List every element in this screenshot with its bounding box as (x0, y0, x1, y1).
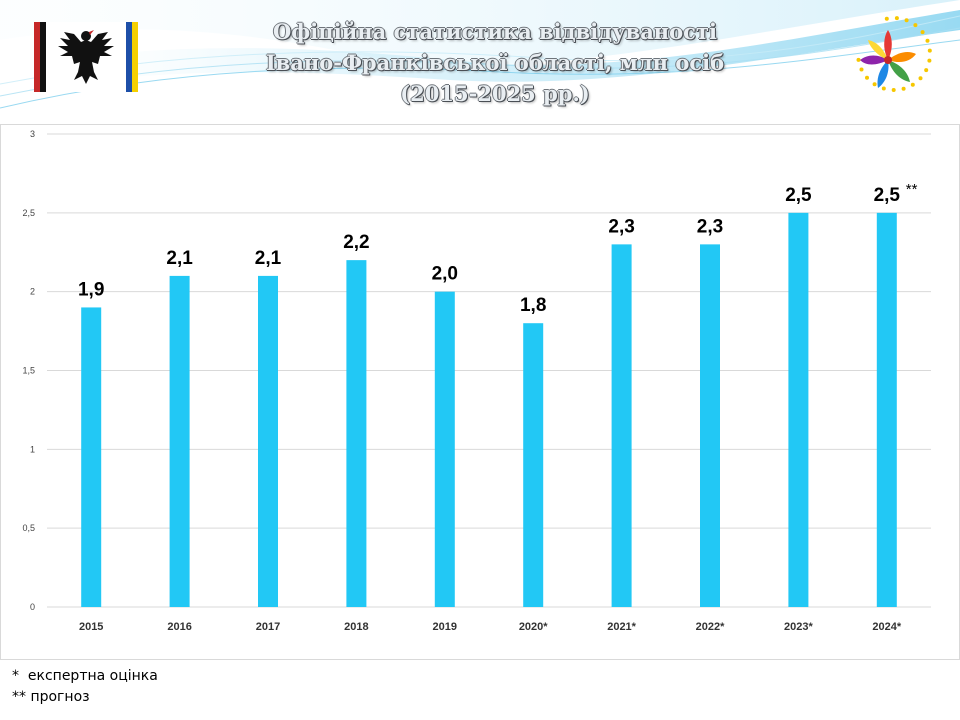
footnotes: * експертна оцінка ** прогноз (12, 666, 158, 708)
forecast-note-label: ** (906, 181, 918, 198)
y-tick-label: 2,5 (22, 208, 35, 218)
bar (258, 275, 278, 607)
data-label: 2,0 (432, 264, 458, 285)
footnote-forecast: ** прогноз (12, 689, 90, 705)
logo-star (881, 86, 886, 91)
footnote-expert-estimate: * експертна оцінка (12, 668, 158, 684)
logo-star (920, 30, 925, 35)
logo-star (859, 67, 864, 72)
x-tick-label: 2019 (433, 621, 457, 633)
x-tick-label: 2020* (519, 621, 548, 633)
y-tick-label: 3 (30, 129, 35, 139)
data-label: 2,2 (343, 232, 369, 253)
y-tick-label: 1 (30, 444, 35, 454)
x-tick-label: 2024* (872, 621, 901, 633)
title-line-1: Офіційна статистика відвідуваності (273, 19, 717, 44)
y-tick-label: 2 (30, 287, 35, 297)
bar (169, 275, 190, 607)
bar (700, 244, 720, 607)
bar (434, 291, 455, 607)
data-label: 2,3 (608, 216, 634, 237)
y-tick-label: 1,5 (22, 366, 35, 376)
logo-star (913, 23, 918, 28)
logo-star (865, 75, 869, 80)
logo-star (910, 82, 915, 87)
bar (788, 212, 809, 607)
bar (81, 307, 102, 607)
data-label: 2,3 (697, 216, 723, 237)
logo-star (856, 57, 861, 62)
bar (346, 260, 367, 607)
logo-star (927, 58, 932, 63)
title-line-3: (2015-2025 рр.) (400, 81, 590, 106)
data-label: 2,5 (785, 185, 812, 206)
bar (611, 244, 632, 607)
logo-star (904, 18, 909, 23)
x-tick-label: 2021* (607, 621, 636, 633)
logo-star (925, 38, 930, 43)
x-tick-label: 2023* (784, 621, 813, 633)
bar-chart: 0 0,5 1 1,5 2 2,5 3 1,9 2,1 2,1 2,2 2,0 1,8 2,3 2,3 2,… (22, 129, 931, 633)
x-tick-label: 2018 (344, 621, 368, 633)
page-title: Офіційна статистика відвідуваності Івано… (170, 16, 820, 109)
data-label: 2,1 (166, 248, 193, 269)
chart-area: 0 0,5 1 1,5 2 2,5 3 1,9 2,1 2,1 2,2 2,0 1,8 2,3 2,3 2,… (0, 124, 960, 660)
tourism-logo-icon (856, 16, 932, 92)
logo-star (924, 68, 929, 73)
logo-star (884, 16, 889, 21)
bar (876, 212, 897, 607)
data-label: 1,8 (520, 295, 546, 316)
y-tick-label: 0,5 (22, 523, 35, 533)
x-tick-label: 2015 (79, 621, 103, 633)
logo-star (901, 86, 906, 91)
logo-star (891, 88, 896, 92)
logo-star (927, 48, 932, 53)
title-line-2: Івано-Франківської області, млн осіб (265, 50, 725, 75)
coat-of-arms-icon (34, 22, 138, 92)
data-label: 2,1 (255, 248, 282, 269)
data-label: 1,9 (78, 279, 104, 300)
x-tick-label: 2022* (696, 621, 725, 633)
x-tick-label: 2017 (256, 621, 280, 633)
y-tick-label: 0 (30, 602, 35, 612)
logo-star (872, 82, 877, 87)
logo-star (918, 76, 923, 81)
x-tick-label: 2016 (167, 621, 191, 633)
logo-star (894, 16, 899, 21)
header-wave-background (0, 0, 960, 109)
bar (523, 323, 544, 607)
data-label: 2,5 (874, 185, 901, 206)
